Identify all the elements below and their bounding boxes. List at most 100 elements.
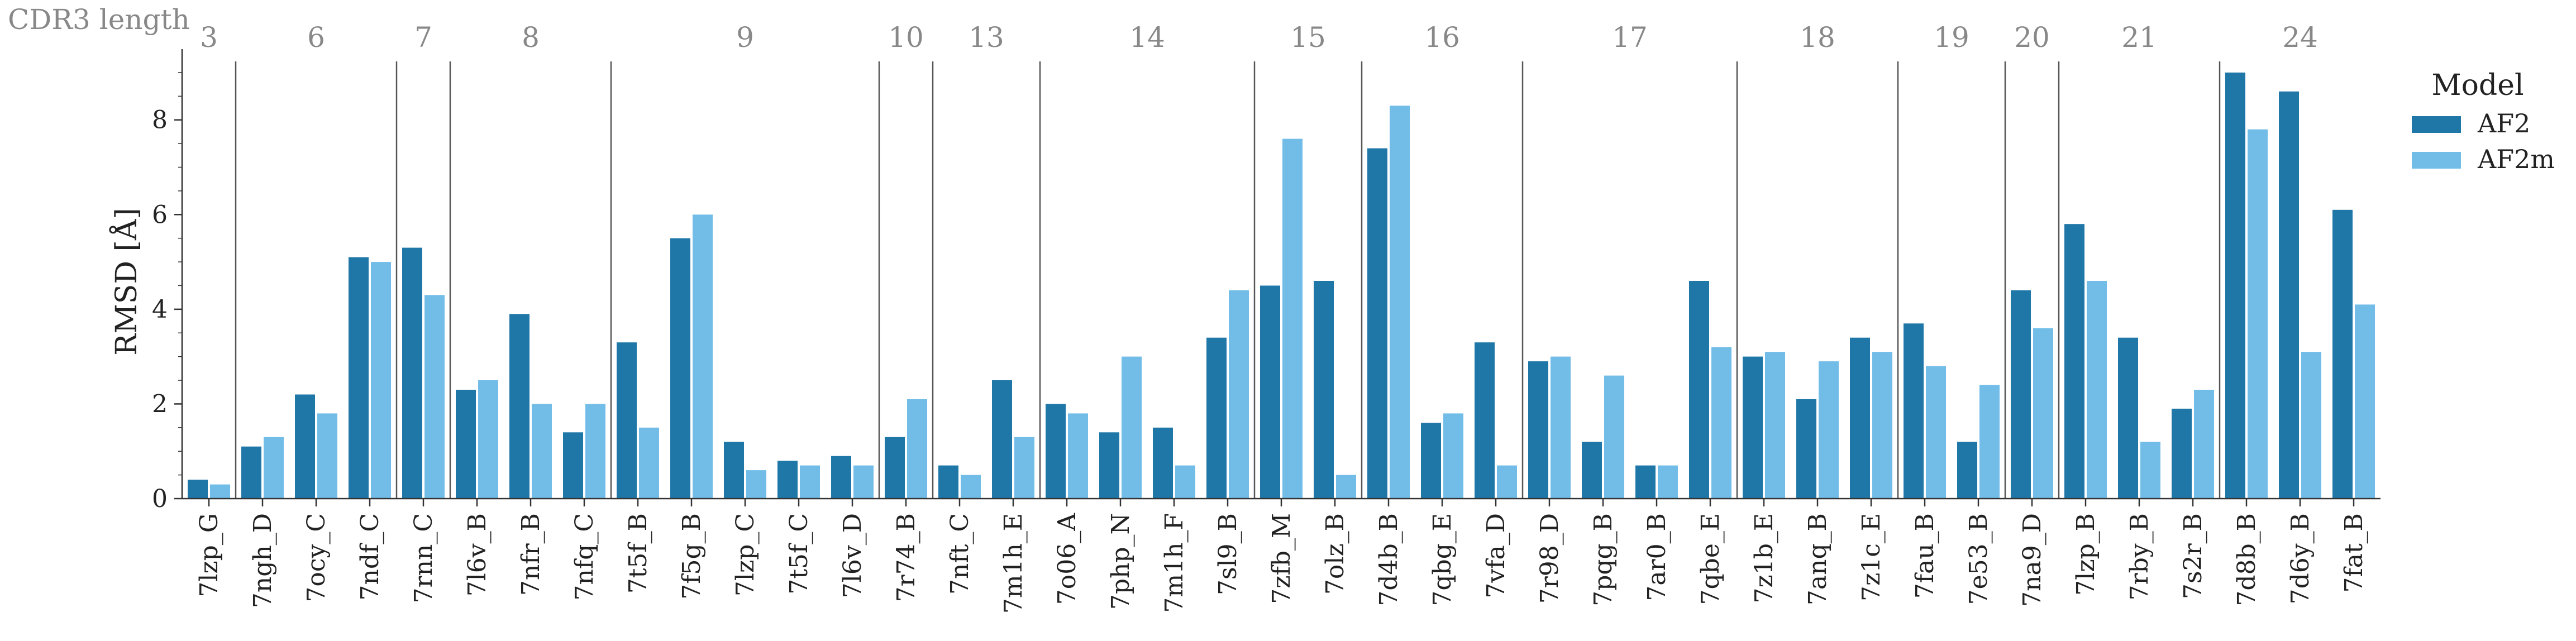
- bar-af2-7fat_B: [2332, 209, 2353, 499]
- bar-af2-7s2r_B: [2172, 408, 2192, 499]
- bar-af2-7nfq_C: [563, 432, 583, 499]
- bar-af2-7lzp_B: [2064, 224, 2084, 499]
- bar-af2m-7t5f_C: [800, 465, 820, 499]
- bar-af2-7l6v_D: [831, 456, 851, 499]
- x-tick-label: 7lzp_G: [195, 513, 223, 597]
- bar-af2m-7sl9_B: [1229, 290, 1249, 499]
- bar-af2-7php_N: [1099, 432, 1119, 499]
- y-tick-label: 0: [152, 485, 168, 513]
- bar-af2-7rby_B: [2118, 337, 2138, 499]
- group-label: 9: [736, 21, 754, 54]
- x-tick-label: 7ngh_D: [249, 513, 277, 608]
- bar-af2-7ngh_D: [241, 446, 261, 499]
- x-tick-label: 7ocy_C: [302, 513, 331, 602]
- bar-af2m-7m1h_E: [1014, 437, 1034, 499]
- bar-af2m-7qbe_E: [1711, 347, 1731, 499]
- bar-af2-7lzp_C: [724, 442, 744, 499]
- bar-af2m-7ndf_C: [371, 262, 391, 499]
- x-tick-label: 7ar0_B: [1643, 513, 1671, 601]
- bar-af2m-7nfr_B: [532, 404, 552, 499]
- bar-af2-7t5f_C: [777, 461, 798, 499]
- y-tick-label: 2: [152, 390, 168, 418]
- x-tick-label: 7f5g_B: [678, 513, 706, 600]
- bar-af2m-7nft_C: [961, 475, 981, 499]
- group-label: 6: [307, 21, 325, 54]
- x-tick-label: 7d8b_B: [2232, 513, 2261, 606]
- x-tick-label: 7e53_B: [1964, 513, 1993, 605]
- bar-af2m-7e53_B: [1979, 385, 2000, 499]
- x-tick-label: 7fat_B: [2340, 513, 2368, 593]
- bar-af2-7ndf_C: [349, 257, 369, 499]
- x-tick-label: 7na9_D: [2018, 513, 2047, 607]
- x-tick-label: 7d6y_B: [2286, 513, 2315, 604]
- x-tick-label: 7qbg_E: [1428, 513, 1457, 606]
- x-tick-label: 7z1b_E: [1750, 513, 1778, 603]
- bar-af2m-7qbg_E: [1443, 413, 1463, 499]
- bar-af2m-7ar0_B: [1658, 465, 1678, 499]
- group-label: 15: [1290, 21, 1326, 54]
- bar-af2-7nfr_B: [509, 314, 529, 499]
- bar-af2-7lzp_G: [188, 480, 208, 499]
- bars: [188, 72, 2375, 499]
- bar-af2m-7r74_B: [907, 399, 927, 499]
- x-tick-label: 7rnn_C: [409, 513, 438, 603]
- bar-af2-7r98_D: [1528, 361, 1548, 499]
- bar-af2-7vfa_D: [1475, 342, 1495, 499]
- x-tick-label: 7php_N: [1106, 513, 1135, 610]
- x-tick-label: 7t5f_C: [785, 513, 813, 595]
- bar-af2m-7o06_A: [1068, 413, 1088, 499]
- group-label: 8: [522, 21, 540, 54]
- y-tick-label: 6: [152, 200, 168, 229]
- x-tick-label: 7t5f_B: [624, 513, 652, 594]
- x-tick-label: 7anq_B: [1804, 513, 1832, 605]
- x-tick-label: 7m1h_F: [1160, 513, 1189, 613]
- bar-af2-7o06_A: [1046, 404, 1066, 499]
- group-label: 10: [888, 21, 924, 54]
- bar-af2m-7d8b_B: [2248, 129, 2268, 499]
- x-tick-label: 7lzp_B: [2072, 513, 2100, 596]
- group-label: 18: [1800, 21, 1835, 54]
- bar-af2-7ocy_C: [295, 394, 315, 499]
- x-tick-label: 7z1c_E: [1857, 513, 1886, 601]
- bar-af2-7fau_B: [1904, 323, 1924, 499]
- group-title: CDR3 length: [8, 3, 190, 36]
- bar-af2m-7d4b_B: [1390, 106, 1410, 499]
- legend-swatch-af2: [2412, 116, 2461, 133]
- x-tick-label: 7ndf_C: [356, 513, 384, 600]
- bar-af2-7z1c_E: [1850, 337, 1870, 499]
- x-tick-label: 7sl9_B: [1214, 513, 1242, 595]
- group-label: 13: [969, 21, 1004, 54]
- bar-af2-7zfb_M: [1260, 285, 1280, 499]
- bar-af2m-7lzp_B: [2087, 281, 2107, 499]
- bar-af2m-7s2r_B: [2194, 390, 2214, 499]
- legend-label-af2m: AF2m: [2477, 144, 2555, 174]
- x-tick-label: 7s2r_B: [2179, 513, 2207, 599]
- bar-af2-7anq_B: [1796, 399, 1816, 499]
- legend: Model AF2 AF2m: [2412, 69, 2555, 174]
- bar-af2-7e53_B: [1957, 442, 1977, 499]
- x-tick-label: 7vfa_D: [1482, 513, 1510, 599]
- x-tick-label: 7l6v_D: [838, 513, 867, 598]
- group-label: 3: [200, 21, 218, 54]
- bar-af2m-7d6y_B: [2301, 352, 2321, 499]
- group-label: 16: [1424, 21, 1460, 54]
- bar-af2m-7l6v_D: [853, 465, 874, 499]
- bar-af2-7qbe_E: [1689, 281, 1709, 499]
- bar-af2m-7t5f_B: [639, 427, 659, 499]
- bar-af2m-7lzp_G: [210, 484, 230, 499]
- legend-swatch-af2m: [2412, 152, 2461, 169]
- axes: 0 2 4 6 8 RMSD [Å] 7lzp_G 7ngh_D 7ocy_C 7ndf_C 7rn…: [109, 49, 2381, 614]
- x-tick-label: 7o06_A: [1053, 513, 1081, 605]
- bar-af2m-7ngh_D: [264, 437, 284, 499]
- x-tick-label: 7qbe_E: [1696, 513, 1725, 605]
- bar-af2-7nft_C: [938, 465, 958, 499]
- bar-af2m-7l6v_B: [478, 380, 498, 499]
- y-axis-label: RMSD [Å]: [109, 208, 144, 355]
- bar-af2m-7fat_B: [2355, 304, 2375, 499]
- x-tick-label: 7r98_D: [1535, 513, 1564, 604]
- bar-af2m-7m1h_F: [1175, 465, 1195, 499]
- legend-title: Model: [2431, 69, 2523, 102]
- bar-af2-7d4b_B: [1367, 148, 1387, 499]
